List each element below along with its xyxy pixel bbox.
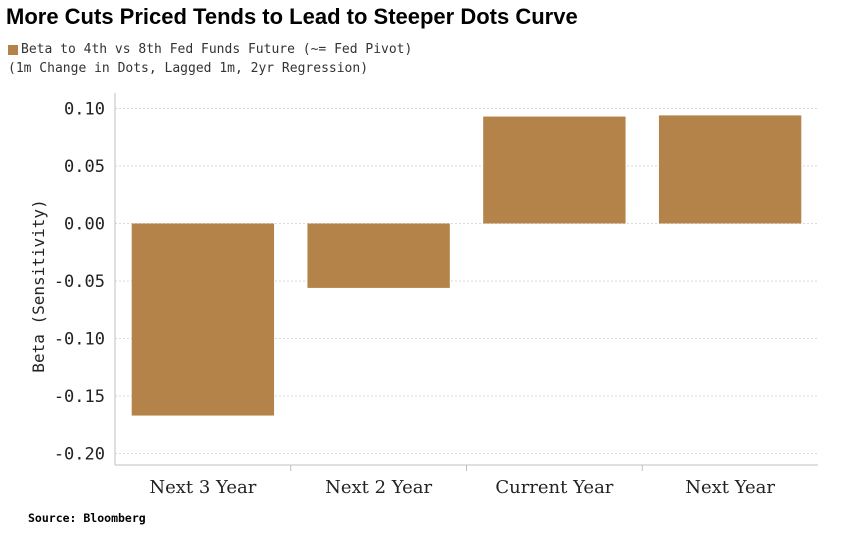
x-tick-label: Next 3 Year xyxy=(149,477,256,498)
y-tick-label: -0.20 xyxy=(54,445,105,465)
x-tick-label: Next 2 Year xyxy=(325,477,432,498)
chart-title: More Cuts Priced Tends to Lead to Steepe… xyxy=(6,4,578,29)
legend-swatch xyxy=(8,44,18,55)
y-tick-label: -0.10 xyxy=(54,330,105,350)
legend-item: Beta to 4th vs 8th Fed Funds Future (~= … xyxy=(8,40,412,59)
bar xyxy=(307,223,450,288)
y-tick-label: 0.00 xyxy=(64,215,105,235)
bar xyxy=(658,115,802,224)
y-axis-label: Beta (Sensitivity) xyxy=(29,199,48,372)
legend-note: (1m Change in Dots, Lagged 1m, 2yr Regre… xyxy=(8,61,369,76)
axes xyxy=(114,93,818,471)
y-tick-label: -0.05 xyxy=(54,272,105,292)
legend: Beta to 4th vs 8th Fed Funds Future (~= … xyxy=(8,40,412,78)
bar xyxy=(483,116,626,224)
y-tick-label: 0.10 xyxy=(64,100,105,120)
x-tick-label: Current Year xyxy=(495,477,613,498)
x-tick-label: Next Year xyxy=(685,477,775,498)
source-note: Source: Bloomberg xyxy=(28,511,146,525)
bars xyxy=(131,115,802,416)
y-tick-label: -0.15 xyxy=(54,387,105,407)
bar xyxy=(131,223,275,416)
x-tick-labels: Next 3 Year Next 2 Year Current Year Next Y… xyxy=(149,477,775,498)
y-tick-labels: 0.10 0.05 0.00 -0.05 -0.10 -0.15 -0.20 xyxy=(54,100,105,465)
y-tick-label: 0.05 xyxy=(64,157,105,177)
legend-label: Beta to 4th vs 8th Fed Funds Future (~= … xyxy=(21,42,413,57)
